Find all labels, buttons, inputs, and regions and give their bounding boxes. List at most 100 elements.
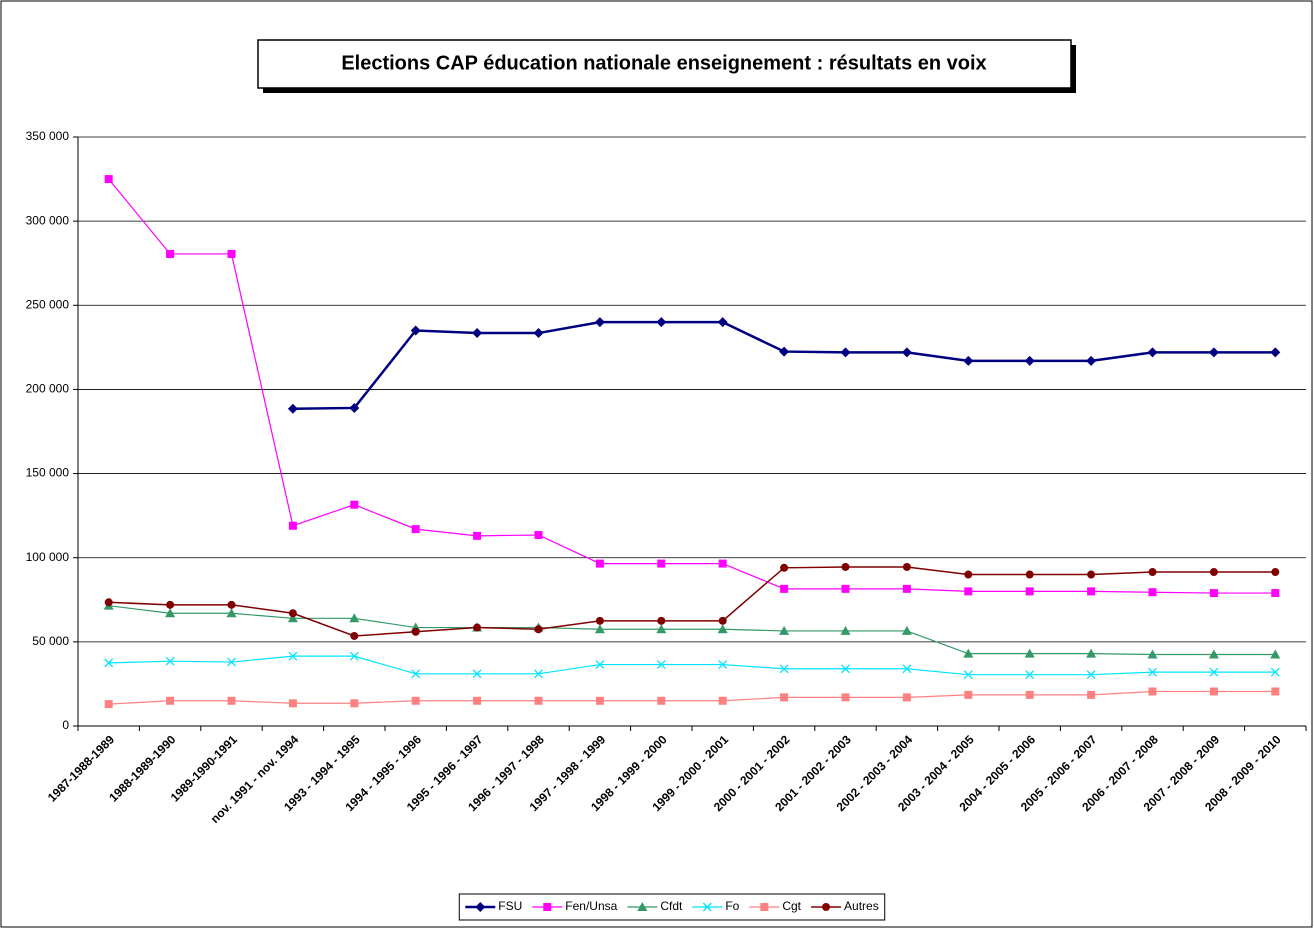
marker	[637, 902, 648, 911]
marker	[104, 175, 113, 184]
marker	[166, 600, 175, 609]
marker	[472, 669, 482, 679]
marker	[287, 613, 298, 623]
marker	[411, 696, 420, 705]
marker	[840, 347, 851, 358]
marker	[534, 530, 543, 539]
legend-label: FSU	[498, 899, 522, 913]
legend-item: Cgt	[749, 899, 802, 913]
y-tick-label: 300 000	[26, 213, 70, 227]
marker	[1024, 648, 1035, 658]
marker	[104, 658, 114, 668]
marker	[475, 902, 486, 912]
marker	[594, 624, 605, 634]
marker	[901, 625, 912, 635]
legend-item: FSU	[465, 899, 522, 913]
marker	[411, 525, 420, 534]
marker	[349, 402, 360, 413]
legend-label: Cgt	[782, 899, 801, 913]
series-line	[108, 178, 1276, 594]
marker	[166, 249, 175, 258]
marker	[780, 563, 789, 572]
marker	[1271, 687, 1280, 696]
marker	[902, 664, 912, 674]
marker	[1025, 587, 1034, 596]
marker	[963, 670, 973, 680]
marker	[901, 347, 912, 358]
marker	[1271, 589, 1280, 598]
marker	[902, 584, 911, 593]
marker	[841, 664, 850, 674]
marker	[350, 631, 359, 640]
marker	[473, 623, 482, 632]
marker	[657, 616, 666, 625]
marker	[1148, 687, 1157, 696]
marker	[964, 587, 973, 596]
marker	[104, 598, 113, 607]
legend: FSU Fen/Unsa Cfdt Fo Cgt Autres	[458, 893, 886, 921]
marker	[287, 403, 298, 414]
y-tick-label: 350 000	[26, 129, 70, 143]
y-tick-label: 250 000	[26, 297, 70, 311]
marker	[841, 562, 850, 571]
marker	[963, 648, 974, 658]
marker	[1148, 588, 1157, 597]
marker	[104, 700, 113, 709]
marker	[656, 660, 666, 670]
series-line	[108, 566, 1276, 637]
marker	[1270, 347, 1281, 358]
marker	[1209, 568, 1218, 577]
marker	[841, 693, 850, 702]
y-tick-label: 150 000	[26, 466, 70, 480]
marker	[595, 660, 605, 670]
marker	[411, 627, 420, 636]
legend-box	[458, 893, 886, 921]
marker	[288, 699, 297, 708]
marker	[1087, 690, 1096, 699]
marker	[1147, 649, 1158, 659]
legend-item: Cfdt	[627, 899, 683, 913]
marker	[288, 609, 297, 618]
marker	[1270, 667, 1280, 677]
marker	[595, 559, 604, 568]
marker	[841, 584, 850, 593]
marker	[288, 651, 298, 661]
marker	[760, 903, 769, 911]
marker	[657, 696, 666, 705]
marker	[902, 693, 911, 702]
series-line	[108, 655, 1276, 676]
marker	[534, 696, 543, 705]
marker	[288, 521, 297, 530]
marker	[227, 696, 236, 705]
marker	[780, 693, 789, 702]
marker	[1209, 589, 1218, 598]
marker	[963, 355, 974, 366]
marker	[595, 616, 604, 625]
legend-label: Fen/Unsa	[565, 899, 617, 913]
chart-title: Elections CAP éducation nationale enseig…	[341, 52, 986, 74]
legend-label: Autres	[844, 899, 879, 913]
marker	[1086, 648, 1097, 658]
marker	[1086, 670, 1096, 680]
marker	[1209, 667, 1219, 677]
marker	[964, 570, 973, 579]
marker	[1087, 570, 1096, 579]
marker	[718, 616, 727, 625]
marker	[595, 696, 604, 705]
marker	[718, 660, 728, 670]
marker	[594, 317, 605, 328]
marker	[226, 608, 237, 618]
marker	[902, 562, 911, 571]
marker	[702, 902, 712, 912]
marker	[656, 317, 667, 328]
marker	[1024, 355, 1035, 366]
marker	[1271, 568, 1280, 577]
marker	[779, 625, 790, 635]
marker	[656, 624, 667, 634]
marker	[964, 690, 973, 699]
marker	[1025, 670, 1035, 680]
marker	[822, 903, 831, 911]
marker	[1147, 347, 1158, 358]
